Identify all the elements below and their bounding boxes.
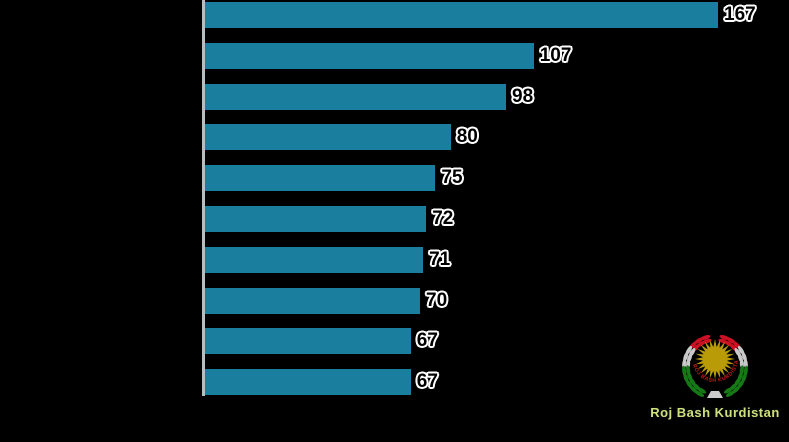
wreath-leaf: [725, 390, 736, 397]
bar-value-label: 70: [426, 289, 448, 311]
bar: [205, 369, 411, 396]
bar-row: 98: [205, 83, 534, 110]
bar-value-label: 67: [416, 371, 438, 393]
bar: [205, 246, 424, 273]
bar-value-label: 98: [512, 85, 534, 107]
bar-row: 71: [205, 246, 451, 273]
y-axis-line: [202, 0, 205, 396]
bar-row: 67: [205, 328, 438, 355]
watermark-caption: Roj Bash Kurdistan: [650, 405, 780, 420]
bar-plot: 167 107 98 80 75 72 71 70 67 67: [205, 0, 789, 410]
bar: [205, 2, 718, 28]
watermark-logo: ROJ BASH KURDISTAN Roj Bash Kurdistan: [645, 329, 785, 420]
bar: [205, 287, 420, 314]
bar-value-label: 67: [416, 330, 438, 352]
bar-value-label: 71: [429, 248, 451, 270]
bar-value-label: 107: [539, 44, 572, 66]
bar: [205, 42, 534, 69]
wreath-icon: [682, 335, 748, 397]
bar: [205, 83, 506, 110]
bar: [205, 165, 436, 192]
bar: [205, 328, 411, 355]
pedestal-shape: [707, 391, 723, 398]
bar: [205, 124, 451, 151]
bar-row: 67: [205, 369, 438, 396]
bar-row: 80: [205, 124, 478, 151]
wreath-leaf: [723, 387, 734, 394]
bar-row: 70: [205, 287, 448, 314]
kurdistan-emblem-icon: ROJ BASH KURDISTAN: [673, 329, 748, 398]
bar-value-label: 167: [724, 4, 756, 25]
bar-row: 167: [205, 2, 756, 28]
bar-row: 75: [205, 165, 463, 192]
bar-row: 72: [205, 206, 453, 232]
bar-value-label: 80: [456, 126, 478, 148]
bar-row: 107: [205, 42, 572, 69]
wreath-leaf: [696, 387, 707, 394]
bar-value-label: 75: [441, 167, 463, 189]
bar-value-label: 72: [432, 208, 454, 229]
wreath-leaf: [694, 390, 705, 397]
bar: [205, 206, 427, 232]
sun-icon: [695, 339, 735, 379]
